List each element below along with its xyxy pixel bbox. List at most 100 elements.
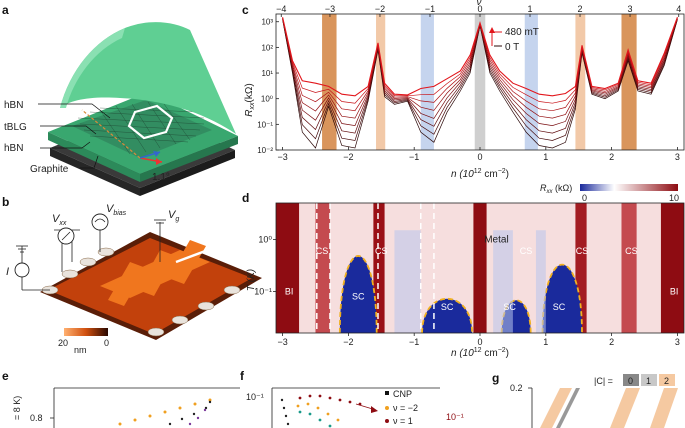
panel-f-nu1-series [298,394,362,406]
panel-g-band-c1-left [556,388,580,428]
chart-d-ytick-label: 10⁰ [258,234,272,244]
afm-colorbar-unit: nm [74,345,87,355]
chart-d-metal-low-region-2 [535,230,546,333]
legend-480mt: 480 mT [505,27,539,38]
panel-f-label: f [240,369,245,383]
panel-e-orange-series [118,398,212,426]
current-source-icon [14,262,30,278]
chart-d-sc-boundary-0 [338,255,378,334]
legend-nu-2-marker [385,406,389,410]
legend-c0-label: 0 [628,376,633,386]
chart-d-sc-boundary-1 [421,297,474,334]
moire-hexagon-icon [127,104,174,140]
chart-c-band-4 [524,14,538,150]
chart-c-ytick-label: 10⁻¹ [257,120,273,129]
chart-c-xtick-label: −3 [277,152,287,162]
chart-c-xtick-label: −1 [409,152,419,162]
chart-d-xtick-label: −1 [409,337,419,347]
panel-c-label: c [242,3,249,17]
rxx-colorbar [580,184,678,191]
chart-c-toptick-label: 4 [676,4,681,14]
chart-c-xtick-label: 1 [543,152,548,162]
legend-c0-swatch [623,374,639,386]
panel-f-ytick-right: 10⁻¹ [446,412,464,422]
top-hbn-flap-highlight [60,28,125,108]
chart-c-band-5 [575,14,586,150]
chart-c-series-480mT [282,17,678,97]
chart-d-sc-boundary-3 [541,264,583,334]
rxx-colorbar-title: Rxx (kΩ) [540,183,572,195]
chart-d-region-label-4: SC [441,302,454,312]
chart-c-legend: 480 mT 0 T [489,27,539,53]
chart-d-region-label-5: SC [503,302,516,312]
chart-c-toptick-label: 3 [628,4,633,14]
legend-cnp-label: CNP [393,389,412,399]
chart-d-resistive-strip-3 [473,203,487,333]
chart-d-xtick-label: 3 [675,337,680,347]
scale-bar [175,248,209,264]
graphite-edge-left [50,148,140,196]
chart-c-xtick-label: 3 [675,152,680,162]
chart-d-region-label-6: SC [553,302,566,312]
chart-d-resistive-strip-2 [373,203,385,333]
chart-d-sc-dome-3 [542,264,582,333]
chart-d-region-label-3: SC [352,292,365,302]
top-hbn-flap [60,22,236,135]
chart-d-sc-dome-0 [339,255,377,333]
legend-c2-label: 2 [664,376,669,386]
chart-d-xtick-label: −3 [277,337,287,347]
chart-c-toptick-label: −3 [325,4,335,14]
panel-e-label: e [2,369,9,383]
legend-cnp-marker [385,391,389,395]
panel-e-plot: 0.8 = 8 K) [12,387,240,428]
layer-leader-lines [38,103,111,169]
legend-c2-swatch [659,374,675,386]
chart-d-region-label-1: CS [316,246,329,256]
chart-c-ytick-label: 10¹ [261,69,273,78]
chart-c-top-axis-symbol: ν [477,0,482,8]
panel-b-label: b [2,195,9,209]
legend-0t: 0 T [505,42,519,53]
bias-source-icon [91,213,109,231]
panel-f-teal-series [298,410,332,428]
chart-d-xtick-label: 1 [543,337,548,347]
contact-pads [41,247,241,337]
chart-c-band-3 [474,14,486,150]
panel-g-plot: 0.2 |C| = 0 1 2 [510,374,685,428]
chart-c-band-6 [621,14,637,150]
current-label: I [6,266,9,278]
chart-c-toptick-label: −4 [276,4,286,14]
bottom-hbn-edge-right [140,136,238,182]
chart-d-ytick-label: 10⁻¹ [254,287,272,297]
layer-label-graphite: Graphite [30,164,69,175]
chart-d-resistive-strip-5 [621,203,637,333]
chart-c-xtick-label: 2 [609,152,614,162]
lattice-lines [77,101,205,155]
chart-d-colorbar: Rxx (kΩ) 0 10 [540,183,679,203]
twist-axis-1 [81,109,141,159]
tblg-lattice [72,100,212,158]
panel-f-ytick: 10⁻¹ [246,392,264,402]
chart-c-band-2 [420,14,434,150]
chart-c-xtick-label: −2 [343,152,353,162]
chart-c-toptick-label: −1 [425,4,435,14]
panel-b-device-image: I Vxx Vbias Vg 20 nm 0 [6,203,262,355]
chart-d-ylabel: T (K) [246,269,257,291]
panel-f-arrowhead-icon [371,406,378,413]
afm-colorbar-max: 0 [104,338,109,348]
panel-e-black-series [168,400,212,426]
chart-d-resistive-strip-1 [315,203,330,333]
chart-d-region-label-11: BI [670,287,679,297]
twist-angle-label: 1.1° [152,172,170,183]
vxx-label: Vxx [52,213,67,227]
arrowhead-red-icon [156,158,162,165]
rxx-colorbar-max: 10 [669,193,679,203]
afm-colorbar-min: 20 [58,338,68,348]
panel-f-cnp-series [280,398,290,426]
chart-d-xtick-label: 0 [477,337,482,347]
ground-icon [16,219,166,253]
chart-d-region-label-2: CS [375,246,388,256]
chart-c-toptick-label: −2 [375,4,385,14]
chart-c-ytick-label: 10³ [261,18,273,27]
chart-d-metal-low-region-0 [394,230,421,333]
